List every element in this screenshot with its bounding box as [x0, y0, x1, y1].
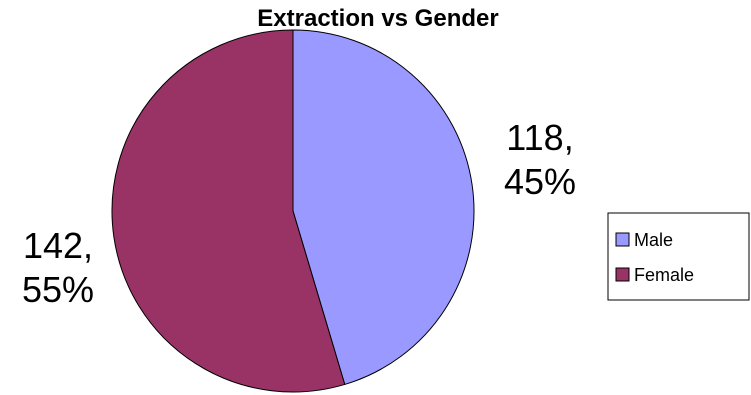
data-label: 118, 45% [504, 117, 576, 202]
pie-slice [292, 29, 475, 386]
data-label-line: 118, [506, 117, 573, 158]
chart-title: Extraction vs Gender [257, 5, 498, 32]
legend-swatch [615, 232, 630, 247]
pie-slice [111, 29, 346, 393]
data-label-line: 55% [22, 269, 94, 310]
data-label-line: 45% [504, 161, 576, 202]
legend-box [607, 212, 750, 301]
legend-label: Male [634, 230, 673, 250]
legend-label: Female [634, 265, 694, 285]
data-label: 142, 55% [22, 225, 94, 310]
data-label-line: 142, [23, 225, 93, 266]
legend-swatch [615, 267, 630, 282]
